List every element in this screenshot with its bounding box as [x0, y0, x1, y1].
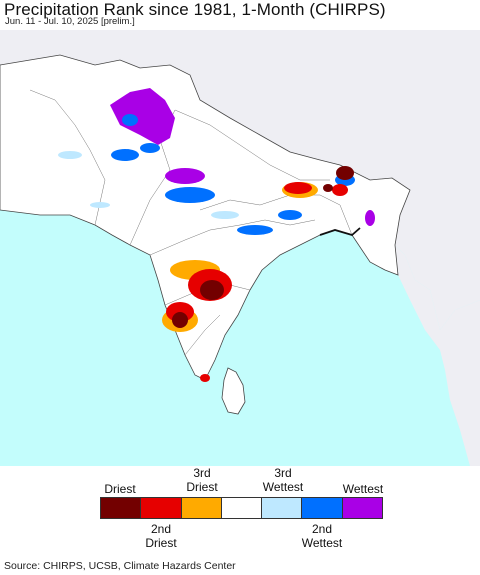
- legend-label-wettest: Wettest: [342, 482, 384, 496]
- second-wettest-regions: [111, 114, 355, 235]
- legend-swatch: [221, 498, 263, 518]
- source-credit: Source: CHIRPS, UCSB, Climate Hazards Ce…: [4, 560, 236, 572]
- legend-color-bar: [100, 497, 383, 519]
- third-wettest-regions: [58, 151, 239, 219]
- legend-swatch: [101, 498, 142, 518]
- map-subtitle: Jun. 11 - Jul. 10, 2025 [prelim.]: [5, 16, 135, 27]
- out-of-domain-land: [0, 30, 480, 330]
- legend-swatch: [302, 498, 343, 518]
- legend-swatch: [262, 498, 303, 518]
- legend-label-2nd-driest: 2nd Driest: [145, 522, 177, 550]
- map-title: Precipitation Rank since 1981, 1-Month (…: [4, 0, 386, 19]
- legend-swatch: [181, 498, 222, 518]
- legend-swatch: [342, 498, 382, 518]
- legend-label-3rd-driest: 3rd Driest: [186, 466, 218, 494]
- legend-label-2nd-wettest: 2nd Wettest: [301, 522, 343, 550]
- map-canvas: [0, 30, 480, 466]
- driest-regions: [172, 166, 354, 328]
- wettest-regions: [110, 88, 375, 226]
- sri-lanka: [221, 367, 246, 415]
- legend-label-driest: Driest: [104, 482, 136, 496]
- legend-swatch: [141, 498, 182, 518]
- precipitation-rank-map: [0, 30, 480, 466]
- legend-label-3rd-wettest: 3rd Wettest: [262, 466, 304, 494]
- delta-coast: [319, 227, 361, 237]
- east-land: [395, 245, 480, 466]
